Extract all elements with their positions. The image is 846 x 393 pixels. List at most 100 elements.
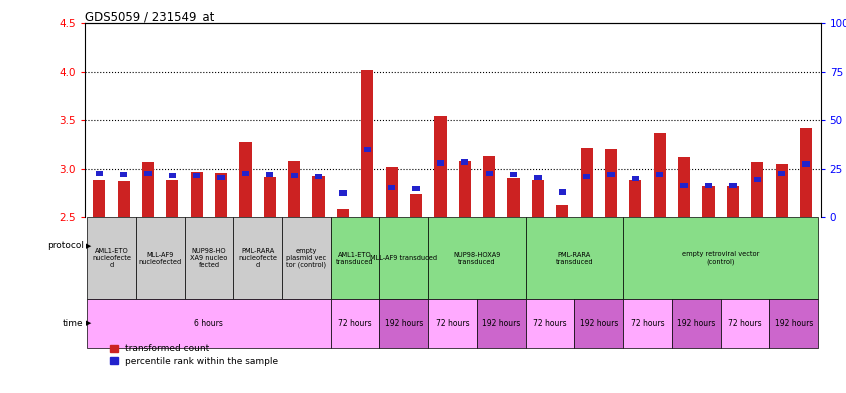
Bar — [729, 183, 737, 188]
Bar — [483, 156, 495, 217]
Text: 192 hours: 192 hours — [482, 319, 520, 328]
Bar — [558, 189, 566, 195]
Bar — [776, 164, 788, 217]
Bar — [678, 157, 690, 217]
Bar — [727, 186, 739, 217]
Bar — [142, 162, 154, 217]
Bar — [624, 299, 672, 348]
Bar — [167, 180, 179, 217]
Bar — [802, 161, 810, 167]
Bar — [380, 299, 428, 348]
Text: 72 hours: 72 hours — [436, 319, 470, 328]
Bar — [459, 161, 471, 217]
Bar — [556, 204, 569, 217]
Bar — [672, 299, 721, 348]
Text: ▶: ▶ — [86, 243, 91, 249]
Legend: transformed count, percentile rank within the sample: transformed count, percentile rank withi… — [106, 341, 282, 369]
Bar — [288, 161, 300, 217]
Bar — [624, 217, 818, 299]
Bar — [135, 217, 184, 299]
Bar — [778, 171, 785, 176]
Text: GDS5059 / 231549_at: GDS5059 / 231549_at — [85, 10, 214, 23]
Bar — [754, 177, 761, 182]
Bar — [410, 194, 422, 217]
Bar — [290, 173, 298, 178]
Text: 192 hours: 192 hours — [580, 319, 618, 328]
Bar — [574, 299, 624, 348]
Bar — [770, 299, 818, 348]
Bar — [525, 299, 574, 348]
Bar — [184, 217, 233, 299]
Bar — [721, 299, 770, 348]
Text: ▶: ▶ — [86, 321, 91, 327]
Bar — [437, 160, 444, 166]
Bar — [705, 183, 712, 188]
Bar — [190, 173, 203, 217]
Text: 192 hours: 192 hours — [775, 319, 813, 328]
Bar — [331, 217, 380, 299]
Bar — [339, 191, 347, 196]
Bar — [215, 173, 228, 217]
Bar — [461, 160, 469, 165]
Bar — [580, 148, 593, 217]
Bar — [386, 167, 398, 217]
Bar — [93, 180, 105, 217]
Bar — [605, 149, 617, 217]
Bar — [264, 177, 276, 217]
Bar — [217, 175, 225, 180]
Bar — [434, 116, 447, 217]
Bar — [607, 172, 615, 177]
Bar — [361, 70, 373, 217]
Bar — [654, 133, 666, 217]
Bar — [315, 174, 322, 179]
Bar — [629, 180, 641, 217]
Text: 192 hours: 192 hours — [677, 319, 716, 328]
Bar — [168, 173, 176, 178]
Bar — [87, 217, 135, 299]
Bar — [120, 172, 127, 177]
Bar — [239, 142, 251, 217]
Bar — [242, 171, 249, 176]
Text: NUP98-HO
XA9 nucleo
fected: NUP98-HO XA9 nucleo fected — [190, 248, 228, 268]
Bar — [428, 217, 525, 299]
Text: PML-RARA
transduced: PML-RARA transduced — [556, 252, 593, 265]
Bar — [656, 172, 663, 177]
Text: NUP98-HOXA9
transduced: NUP98-HOXA9 transduced — [453, 252, 501, 265]
Text: empty retroviral vector
(control): empty retroviral vector (control) — [682, 252, 760, 265]
Bar — [87, 299, 331, 348]
Text: 72 hours: 72 hours — [533, 319, 567, 328]
Bar — [510, 172, 517, 177]
Bar — [380, 217, 428, 299]
Bar — [312, 176, 325, 217]
Bar — [751, 162, 763, 217]
Text: 6 hours: 6 hours — [195, 319, 223, 328]
Bar — [388, 185, 395, 190]
Bar — [800, 128, 812, 217]
Bar — [583, 174, 591, 179]
Bar — [233, 217, 282, 299]
Bar — [282, 217, 331, 299]
Bar — [331, 299, 380, 348]
Bar — [266, 172, 273, 177]
Bar — [532, 180, 544, 217]
Text: 72 hours: 72 hours — [631, 319, 664, 328]
Text: 192 hours: 192 hours — [385, 319, 423, 328]
Bar — [702, 186, 715, 217]
Text: 72 hours: 72 hours — [338, 319, 372, 328]
Bar — [680, 183, 688, 188]
Text: MLL-AF9
nucleofected: MLL-AF9 nucleofected — [139, 252, 182, 265]
Text: time: time — [63, 319, 84, 328]
Bar — [145, 171, 151, 176]
Bar — [535, 175, 541, 180]
Bar — [412, 185, 420, 191]
Bar — [96, 171, 103, 176]
Text: MLL-AF9 transduced: MLL-AF9 transduced — [371, 255, 437, 261]
Bar — [337, 209, 349, 217]
Bar — [364, 147, 371, 152]
Text: protocol: protocol — [47, 241, 84, 250]
Text: AML1-ETO
transduced: AML1-ETO transduced — [337, 252, 374, 265]
Bar — [525, 217, 624, 299]
Bar — [486, 171, 493, 176]
Text: PML-RARA
nucleofecte
d: PML-RARA nucleofecte d — [238, 248, 277, 268]
Bar — [508, 178, 519, 217]
